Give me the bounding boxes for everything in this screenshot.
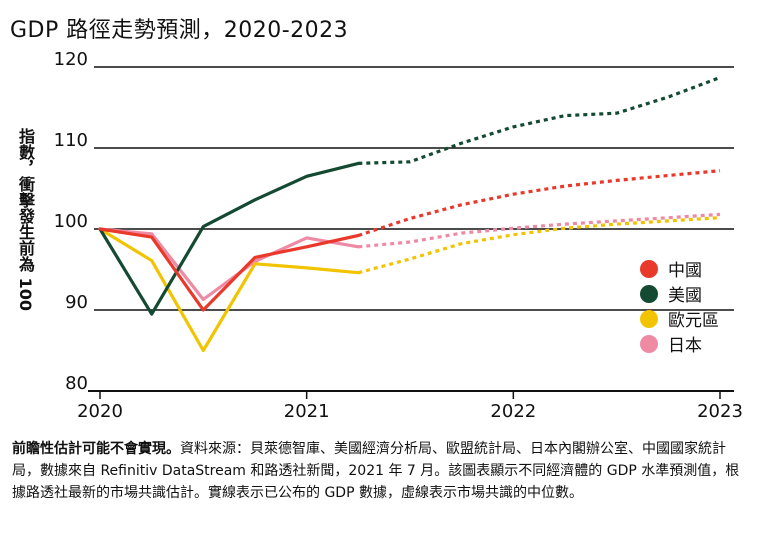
legend-swatch <box>640 309 658 328</box>
chart-legend: 中國 美國 歐元區 日本 <box>640 256 719 356</box>
series-line-4-actual <box>98 227 360 302</box>
chart-title: GDP 路徑走勢預測，2020-2023 <box>10 18 349 43</box>
chart-footnote: 前瞻性估計可能不會實現。資料來源：貝萊德智庫、美國經濟分析局、歐盟統計局、日本內… <box>12 438 750 504</box>
y-tick-label: 120 <box>54 49 88 70</box>
x-tick-label: 2023 <box>697 401 743 422</box>
legend-item: 日本 <box>640 331 719 356</box>
legend-label: 日本 <box>668 336 702 356</box>
series-line-2-actual <box>98 161 360 316</box>
series-line-1-actual <box>98 227 360 312</box>
x-tick-label: 2021 <box>284 401 330 422</box>
legend-swatch <box>640 284 658 303</box>
series-line-3-actual <box>98 227 360 353</box>
legend-label: 中國 <box>668 261 702 281</box>
y-tick-label: 80 <box>65 373 88 394</box>
y-tick-label: 100 <box>54 211 88 232</box>
legend-item: 美國 <box>640 281 719 306</box>
legend-label: 歐元區 <box>668 311 719 331</box>
line-chart: 80 90 100 110 120 2020 2021 2022 2023 <box>54 49 743 422</box>
x-tick-label: 2020 <box>77 401 123 422</box>
series-line-1-forecast <box>357 169 721 238</box>
footnote-lead: 前瞻性估計可能不會實現。 <box>12 441 180 457</box>
legend-swatch <box>640 259 658 278</box>
legend-item: 歐元區 <box>640 306 719 331</box>
legend-swatch <box>640 334 658 353</box>
legend-item: 中國 <box>640 256 719 281</box>
x-tick-label: 2022 <box>490 401 536 422</box>
y-axis-label: 指數，衝擊發生前為 100 <box>16 128 35 311</box>
legend-label: 美國 <box>668 286 702 306</box>
y-tick-label: 110 <box>54 130 88 151</box>
series-line-2-forecast <box>358 76 721 165</box>
y-tick-label: 90 <box>65 292 88 313</box>
footnote-text: 資料來源：貝萊德智庫、美國經濟分析局、歐盟統計局、日本內閣辦公室、中國國家統計局… <box>12 441 740 501</box>
series-line-3-forecast <box>357 216 721 275</box>
